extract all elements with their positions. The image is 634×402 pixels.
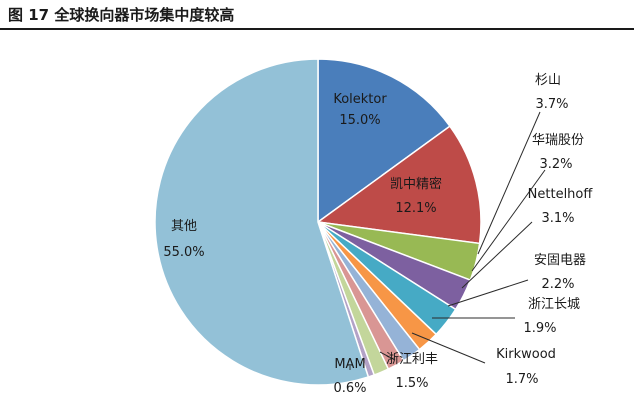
slice-value-kirkwood: 1.7%: [505, 372, 538, 387]
slice-name-slice-2: 杉山: [535, 73, 561, 88]
leader-line-slice-3: [471, 169, 546, 272]
pie-slices: [154, 58, 482, 386]
leader-line-kirkwood: [411, 332, 486, 364]
slice-value-slice-1: 12.1%: [395, 201, 436, 216]
slice-name-kolektor: Kolektor: [333, 92, 387, 107]
pie-slice-slice-1: [316, 125, 482, 245]
pie-slice-slice-10: [154, 58, 370, 386]
pie-slice-kolektor: [317, 58, 451, 224]
slice-value-slice-10: 55.0%: [163, 245, 204, 260]
slice-name-kirkwood: Kirkwood: [496, 347, 556, 362]
slice-name-slice-1: 凯中精密: [390, 176, 442, 192]
slice-name-slice-3: 华瑞股份: [532, 133, 584, 148]
slice-name-mam: MAM: [334, 357, 365, 372]
slice-name-slice-8: 浙江利丰: [386, 352, 438, 367]
title-divider: [0, 28, 634, 30]
leader-line-slice-2: [477, 111, 541, 255]
slice-name-slice-10: 其他: [171, 219, 197, 234]
figure-title: 图 17 全球换向器市场集中度较高: [8, 6, 235, 24]
leader-line-nettelhoff: [461, 221, 533, 289]
slice-name-slice-6: 浙江长城: [528, 297, 580, 312]
leader-line-slice-5: [447, 279, 529, 307]
slice-value-nettelhoff: 3.1%: [541, 211, 574, 226]
slice-value-slice-8: 1.5%: [395, 376, 428, 391]
slice-value-mam: 0.6%: [333, 381, 366, 396]
slice-value-slice-6: 1.9%: [523, 321, 556, 336]
slice-value-kolektor: 15.0%: [339, 113, 380, 128]
leader-line-slice-8: [379, 351, 396, 361]
slice-name-nettelhoff: Nettelhoff: [528, 187, 594, 202]
slice-value-slice-5: 2.2%: [541, 277, 574, 292]
slice-labels: Kolektor 15.0% 凯中精密 12.1% 杉山 3.7% 华瑞股份 3.2% Nett…: [163, 73, 593, 396]
slice-name-slice-5: 安固电器: [534, 253, 586, 268]
slice-value-slice-3: 3.2%: [539, 157, 572, 172]
leader-lines: [349, 111, 546, 370]
slice-value-slice-2: 3.7%: [535, 97, 568, 112]
